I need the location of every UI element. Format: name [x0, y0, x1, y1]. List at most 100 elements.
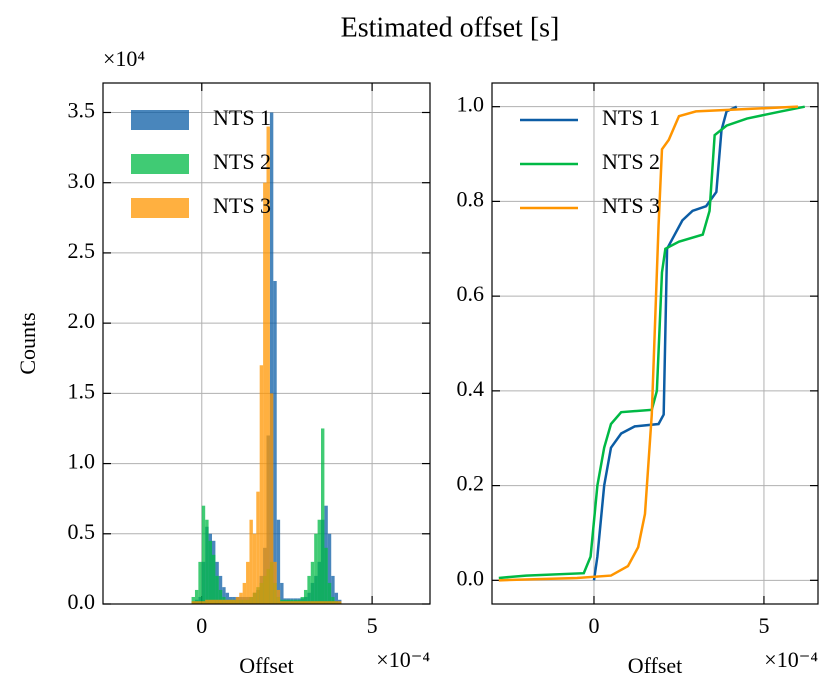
hist-bar: [201, 505, 206, 604]
legend-label: NTS 1: [602, 105, 660, 130]
axes-frame: [102, 82, 431, 605]
y-tick-label: 0.0: [68, 589, 96, 614]
y-tick-label: 2.5: [68, 238, 96, 263]
hist-bar: [327, 582, 332, 604]
hist-bar: [307, 601, 311, 604]
hist-bar: [310, 601, 315, 604]
hist-bar: [283, 601, 287, 604]
figure-title: Estimated offset [s]: [341, 12, 560, 43]
y-tick-label: 1.0: [457, 92, 485, 117]
hist-bar: [286, 601, 291, 604]
x-multiplier: ×10⁻⁴: [376, 647, 430, 672]
hist-bar: [269, 112, 274, 604]
hist-bar: [303, 589, 308, 604]
hist-bar: [218, 599, 223, 604]
x-tick-label: 5: [758, 613, 769, 638]
hist-bar: [229, 599, 233, 604]
legend-swatch: [131, 110, 189, 130]
hist-bar: [191, 601, 195, 604]
hist-bar: [215, 575, 219, 604]
hist-bar: [222, 587, 226, 604]
hist-bar: [276, 589, 281, 604]
y-axis-label: Counts: [15, 312, 40, 374]
hist-bar: [300, 601, 304, 604]
hist-bar: [324, 601, 328, 604]
hist-bar: [290, 601, 294, 604]
y-tick-label: 0.5: [68, 519, 96, 544]
hist-bar: [297, 601, 301, 604]
hist-bar: [215, 599, 219, 604]
y-tick-label: 0.8: [457, 186, 485, 211]
hist-bar: [331, 601, 335, 604]
hist-bar: [300, 596, 304, 604]
hist-bar: [327, 533, 332, 604]
hist-bar: [327, 601, 332, 604]
hist-bar: [334, 601, 339, 604]
cdf-line: [592, 105, 738, 581]
hist-bar: [218, 589, 223, 604]
y-tick-label: 0.4: [457, 376, 485, 401]
hist-bar: [317, 519, 321, 604]
hist-bar: [212, 599, 216, 604]
hist-bar: [321, 428, 325, 604]
hist-bar: [252, 533, 257, 604]
hist-bar: [225, 599, 230, 604]
hist-bar: [273, 561, 277, 604]
hist-bar: [208, 599, 212, 604]
hist-bar: [256, 491, 260, 604]
legend-swatch: [131, 154, 189, 174]
x-tick-label: 0: [588, 613, 599, 638]
hist-bar: [232, 599, 236, 604]
hist-bar: [239, 592, 243, 604]
hist-bar: [198, 601, 202, 604]
y-tick-label: 0.2: [457, 471, 485, 496]
y-tick-label: 0.0: [457, 565, 485, 590]
legend-swatch: [131, 198, 189, 218]
legend-label: NTS 3: [213, 193, 271, 218]
x-tick-label: 5: [367, 613, 378, 638]
hist-bar: [338, 601, 342, 604]
y-tick-label: 3.5: [68, 98, 96, 123]
hist-bar: [242, 582, 247, 604]
legend-label: NTS 2: [213, 149, 271, 174]
hist-bar: [201, 601, 206, 604]
hist-bar: [205, 599, 209, 604]
hist-bar: [222, 599, 226, 604]
y-tick-label: 0.6: [457, 281, 485, 306]
x-axis-label: Offset: [239, 653, 294, 678]
hist-bar: [314, 533, 318, 604]
y-tick-label: 2.0: [68, 308, 96, 333]
hist-bar: [273, 281, 277, 604]
y-tick-label: 1.0: [68, 449, 96, 474]
y-multiplier: ×10⁴: [103, 46, 145, 71]
hist-bar: [198, 561, 202, 604]
hist-bar: [314, 601, 318, 604]
hist-bar: [331, 596, 335, 604]
hist-bar: [303, 601, 308, 604]
hist-bar: [324, 547, 328, 604]
legend-label: NTS 2: [602, 149, 660, 174]
axes-frame: [491, 82, 819, 605]
hist-bar: [246, 561, 250, 604]
hist-bar: [249, 519, 253, 604]
hist-bar: [293, 601, 298, 604]
legend-label: NTS 3: [602, 193, 660, 218]
plot-area: [498, 105, 805, 582]
hist-bar: [269, 393, 274, 604]
hist-bar: [321, 601, 325, 604]
hist-bar: [266, 126, 270, 604]
hist-bar: [334, 592, 339, 604]
hist-bar: [310, 561, 315, 604]
y-tick-label: 1.5: [68, 378, 96, 403]
hist-bar: [212, 554, 216, 604]
x-multiplier: ×10⁻⁴: [764, 647, 818, 672]
hist-bar: [194, 589, 199, 604]
hist-bar: [194, 601, 199, 604]
hist-bar: [225, 592, 230, 604]
hist-bar: [191, 596, 195, 604]
x-axis-label: Offset: [628, 653, 683, 678]
cdf-line: [498, 105, 805, 580]
hist-bar: [280, 582, 284, 604]
hist-bar: [205, 519, 209, 604]
hist-bar: [208, 540, 212, 604]
